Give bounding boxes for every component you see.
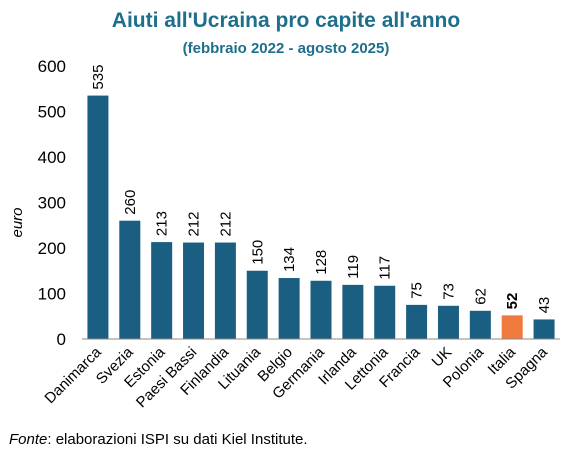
data-label: 134 [281, 247, 298, 272]
data-label: 62 [472, 288, 489, 305]
y-tick-label: 400 [38, 148, 66, 167]
data-label: 260 [122, 190, 139, 215]
data-label: 128 [313, 250, 330, 275]
bar [533, 319, 555, 339]
y-tick-label: 100 [38, 285, 66, 304]
data-label: 212 [186, 212, 203, 237]
bar [310, 280, 332, 339]
bar [151, 242, 173, 339]
bar [246, 270, 268, 339]
bar [374, 285, 396, 339]
bar [278, 278, 300, 339]
y-tick-label: 600 [38, 57, 66, 76]
bar [406, 304, 428, 339]
data-label: 150 [249, 240, 266, 265]
source-note: Fonte: elaborazioni ISPI su dati Kiel In… [9, 431, 308, 448]
data-label: 117 [377, 256, 394, 280]
bar [437, 305, 459, 339]
data-label: 43 [536, 297, 553, 314]
data-label: 73 [440, 283, 457, 300]
data-label: 535 [90, 65, 107, 90]
data-label: 75 [409, 282, 426, 299]
bar [87, 95, 109, 339]
bar [469, 310, 491, 339]
data-label: 213 [154, 211, 171, 236]
bar [214, 242, 236, 339]
bar [501, 315, 523, 339]
bar [342, 284, 364, 339]
y-tick-label: 0 [57, 330, 66, 349]
bar [183, 242, 205, 339]
y-tick-label: 300 [38, 194, 66, 213]
source-label: Fonte [9, 431, 48, 448]
bar-chart: 0100200300400500600euro535Danimarca260Sv… [9, 57, 560, 411]
bar [119, 220, 141, 339]
y-tick-label: 200 [38, 239, 66, 258]
chart-subtitle: (febbraio 2022 - agosto 2025) [182, 40, 390, 57]
y-tick-label: 500 [38, 103, 66, 122]
chart-title: Aiuti all'Ucraina pro capite all'anno [111, 9, 461, 32]
data-label: 212 [217, 212, 234, 237]
data-label: 119 [345, 255, 362, 279]
source-text: : elaborazioni ISPI su dati Kiel Institu… [47, 431, 308, 448]
y-axis-label: euro [9, 207, 26, 237]
data-label: 52 [504, 293, 521, 310]
